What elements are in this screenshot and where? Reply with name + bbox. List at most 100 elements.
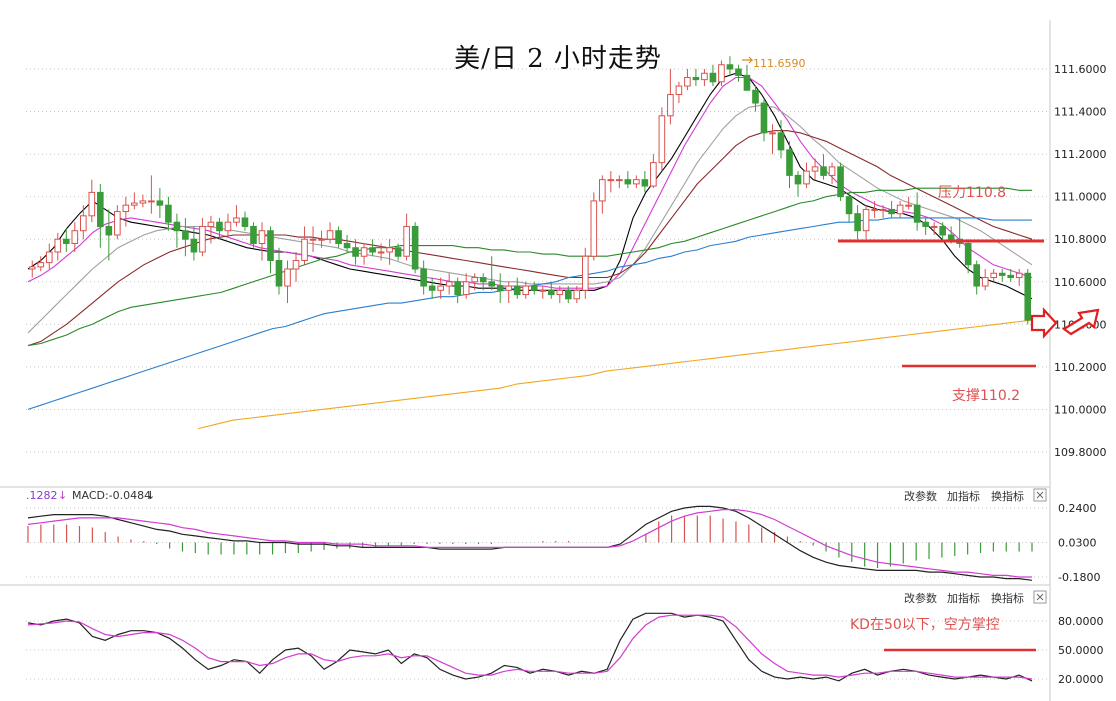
candle: [79, 205, 87, 240]
macd-legend-value: .1282: [26, 489, 58, 502]
candle: [207, 215, 215, 244]
candle: [258, 222, 266, 261]
candle: [811, 158, 819, 180]
candle: [981, 269, 989, 291]
candle: [411, 222, 419, 274]
candle: [437, 277, 444, 299]
kd-add-indicator-button[interactable]: 加指标: [947, 591, 980, 605]
candle: [71, 222, 79, 252]
candle: [547, 281, 555, 299]
resistance-label: 压力110.8: [938, 185, 1006, 201]
candle: [769, 124, 776, 155]
candle: [650, 154, 657, 189]
candle: [445, 273, 453, 295]
candle: [513, 277, 521, 299]
candle: [190, 226, 198, 261]
candle: [718, 60, 725, 87]
price-tick-label: 111.6000: [1054, 63, 1107, 76]
price-tick-label: 111.0000: [1054, 191, 1107, 204]
candle: [735, 64, 742, 82]
candle: [752, 86, 759, 112]
candle: [292, 251, 300, 282]
candle: [905, 196, 912, 210]
candle: [581, 247, 589, 299]
price-tick-label: 110.0000: [1054, 403, 1107, 416]
ma-line-ma120: [27, 217, 1032, 410]
candle: [165, 196, 172, 231]
candle: [301, 226, 308, 265]
kd-switch-indicator-button[interactable]: 换指标: [991, 591, 1024, 605]
macd-line-dif: [27, 505, 1033, 581]
candle: [233, 205, 240, 227]
candle: [45, 243, 53, 270]
high-marker-label: 111.6590: [753, 57, 806, 70]
macd-add-indicator-button[interactable]: 加指标: [947, 489, 980, 503]
candle: [122, 196, 130, 227]
price-axis: 111.6000 111.4000 111.2000 111.0000 110.8000…: [1049, 20, 1107, 487]
candle: [1007, 269, 1015, 282]
candle: [505, 281, 513, 304]
candle: [360, 243, 368, 265]
kd-modify-params-button[interactable]: 改参数: [904, 591, 937, 605]
candle: [241, 211, 249, 231]
candle: [913, 192, 921, 231]
macd-histogram: [27, 515, 1033, 568]
candle: [343, 234, 351, 252]
candle: [564, 286, 572, 304]
macd-line-dea: [27, 509, 1032, 578]
candle: [275, 247, 283, 295]
candle: [335, 226, 342, 248]
ma-line-ma40: [27, 130, 1033, 347]
candle: [182, 217, 189, 257]
candle: [309, 226, 317, 252]
candle: [386, 239, 393, 265]
candle: [105, 209, 113, 261]
candle: [1024, 269, 1032, 325]
kd-tick-label: 20.0000: [1058, 673, 1104, 686]
kd-axis: 80.0000 50.0000 20.0000: [1058, 615, 1104, 686]
candle: [318, 230, 325, 248]
kd-tick-label: 80.0000: [1058, 615, 1104, 628]
kd-annotation: KD在50以下，空方掌控: [850, 617, 1000, 633]
candle: [530, 281, 538, 295]
down-arrow-icon: [1030, 307, 1058, 339]
candle: [394, 243, 402, 261]
candle: [420, 260, 427, 295]
candle: [148, 175, 155, 214]
candle: [267, 226, 274, 274]
kd-close-icon[interactable]: [1033, 590, 1047, 604]
candle: [114, 205, 121, 240]
candle: [922, 217, 929, 235]
candle: [837, 162, 844, 201]
candle: [956, 217, 963, 248]
ma-line-ma60: [27, 187, 1032, 347]
price-tick-label: 111.4000: [1054, 106, 1107, 119]
macd-switch-indicator-button[interactable]: 换指标: [991, 489, 1024, 503]
candle: [471, 273, 479, 291]
candle: [607, 171, 615, 193]
kd-lines: [27, 612, 1033, 682]
macd-close-icon[interactable]: [1033, 488, 1047, 502]
candle: [871, 200, 878, 218]
support-label: 支撑110.2: [952, 388, 1020, 404]
macd-tick-label: -0.1800: [1058, 571, 1100, 584]
candle: [54, 232, 62, 261]
ma-line-ma20: [27, 104, 1033, 334]
candle: [760, 98, 768, 142]
candle: [454, 277, 461, 304]
candle: [973, 260, 981, 295]
price-tick-label: 110.2000: [1054, 361, 1107, 374]
candle: [939, 222, 946, 240]
candle: [599, 175, 606, 214]
candle: [803, 162, 810, 189]
candle: [488, 256, 496, 291]
candle: [556, 286, 564, 304]
candle: [633, 175, 640, 189]
candle: [684, 69, 691, 91]
candle: [428, 277, 436, 299]
macd-modify-params-button[interactable]: 改参数: [904, 489, 937, 503]
candle: [403, 213, 410, 261]
candle: [624, 171, 632, 189]
up-arrow-icon: [1062, 308, 1100, 336]
